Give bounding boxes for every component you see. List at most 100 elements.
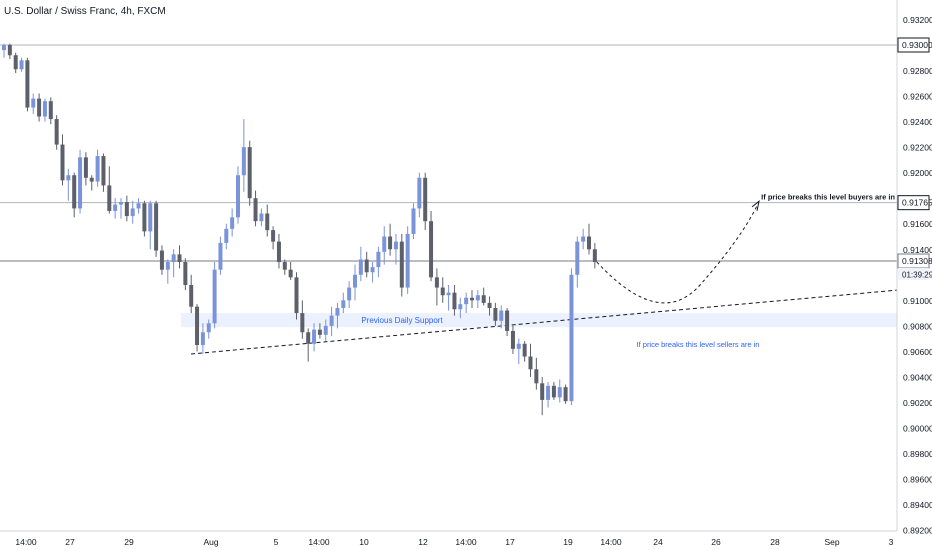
candle-body	[165, 262, 170, 270]
price-tick-label: 0.91000	[903, 296, 932, 306]
bullish-candle	[95, 149, 100, 187]
bearish-candle	[364, 251, 369, 278]
candle-body	[259, 213, 264, 222]
candle-body	[306, 332, 311, 344]
candle-body	[505, 310, 510, 331]
countdown-text: 01:39:29	[902, 271, 932, 280]
trendline-layer	[190, 289, 898, 355]
bullish-projection-path	[596, 205, 758, 304]
bearish-candle	[493, 302, 498, 326]
bullish-candle	[516, 338, 521, 365]
candle-body	[288, 269, 293, 278]
candle-body	[48, 101, 53, 120]
bullish-candle	[557, 379, 562, 403]
price-tick-label: 0.91600	[903, 219, 932, 229]
bearish-candle	[247, 140, 252, 206]
bullish-candle	[382, 226, 387, 265]
bearish-candle	[60, 134, 65, 186]
candle-body	[142, 203, 147, 232]
candle-body	[575, 241, 580, 275]
horizontal-lines	[0, 44, 897, 262]
bearish-candle	[54, 115, 59, 150]
candle-body	[294, 277, 299, 314]
price-tick-label: 0.90400	[903, 372, 932, 382]
price-label-current: 0.91308	[897, 253, 932, 269]
bearish-candle	[563, 384, 568, 404]
candle-body	[31, 98, 36, 108]
candle-body	[522, 343, 527, 357]
candle-body	[569, 274, 574, 402]
bearish-candle	[317, 323, 322, 339]
time-tick-label: 14:00	[308, 537, 330, 547]
bearish-candle	[429, 210, 434, 282]
time-tick-label: 14:00	[15, 537, 37, 547]
bearish-candle	[423, 172, 428, 231]
price-axis[interactable]: 0.93200 0.92800 0.92600 0.92400 0.92200 0.920…	[897, 15, 932, 536]
time-tick-label: 14:00	[455, 537, 477, 547]
bearish-candle	[101, 153, 106, 192]
candle-body	[434, 277, 439, 288]
candle-body	[540, 383, 545, 400]
candle-body	[475, 295, 480, 301]
price-tick-label: 0.92200	[903, 143, 932, 153]
price-tick-label: 0.89600	[903, 475, 932, 485]
bearish-candle	[470, 290, 474, 308]
bullish-candle	[464, 292, 469, 314]
bullish-candle	[78, 149, 83, 214]
projection-layer	[596, 200, 760, 304]
price-label-outlined: 0.91765	[897, 195, 932, 211]
time-tick-label: 17	[505, 537, 515, 547]
candle-body	[300, 313, 305, 333]
candle-body	[323, 325, 328, 335]
bearish-candle	[528, 343, 533, 377]
bullish-candle	[575, 236, 580, 288]
candle-body	[171, 254, 176, 263]
price-tick-label: 0.89800	[903, 449, 932, 459]
bearish-candle	[440, 277, 445, 303]
countdown-box	[898, 268, 929, 281]
candle-body	[516, 343, 521, 349]
candle-body	[212, 269, 217, 324]
candle-body	[592, 249, 597, 263]
bearish-candle	[288, 262, 293, 280]
price-tick-label: 0.93200	[903, 15, 932, 25]
bearish-candle	[265, 204, 270, 237]
candle-body	[464, 297, 469, 305]
bullish-candle	[353, 264, 357, 301]
time-tick-label: 26	[711, 537, 721, 547]
annotations: If price breaks this level buyers are in…	[637, 193, 896, 349]
bearish-candle	[107, 166, 112, 214]
candle-body	[230, 217, 235, 229]
bullish-candle	[230, 208, 235, 237]
bearish-candle	[271, 226, 276, 250]
candle-body	[119, 202, 123, 205]
bullish-candle	[212, 262, 217, 329]
bearish-candle	[183, 258, 188, 291]
candle-body	[481, 295, 486, 303]
time-tick-label: 12	[418, 537, 428, 547]
bearish-candle	[388, 223, 393, 256]
price-label-text: 0.91765	[902, 198, 932, 208]
bullish-candle	[335, 302, 340, 329]
candle-body	[499, 310, 504, 321]
price-tick-label: 0.92600	[903, 92, 932, 102]
time-tick-label: 29	[124, 537, 134, 547]
time-axis[interactable]: 14:00 27 29 Aug 5 14:00 10 12 14:00 17 19 14:00 24 26…	[15, 537, 893, 547]
candle-body	[347, 287, 352, 301]
candle-body	[130, 208, 135, 217]
candle-body	[2, 45, 6, 51]
candle-body	[253, 198, 258, 222]
support-zone-layer: Previous Daily Support	[181, 313, 897, 328]
bullish-candle	[329, 306, 334, 337]
support-zone	[181, 313, 897, 328]
candle-body	[66, 175, 71, 181]
bullish-candle	[323, 319, 328, 342]
candle-body	[557, 387, 562, 398]
price-tick-label: 0.90800	[903, 321, 932, 331]
bullish-candle	[358, 246, 363, 282]
time-tick-label: Sep	[824, 537, 839, 547]
price-tick-label: 0.89400	[903, 500, 932, 510]
candle-body	[241, 147, 246, 176]
bearish-candle	[124, 195, 129, 222]
